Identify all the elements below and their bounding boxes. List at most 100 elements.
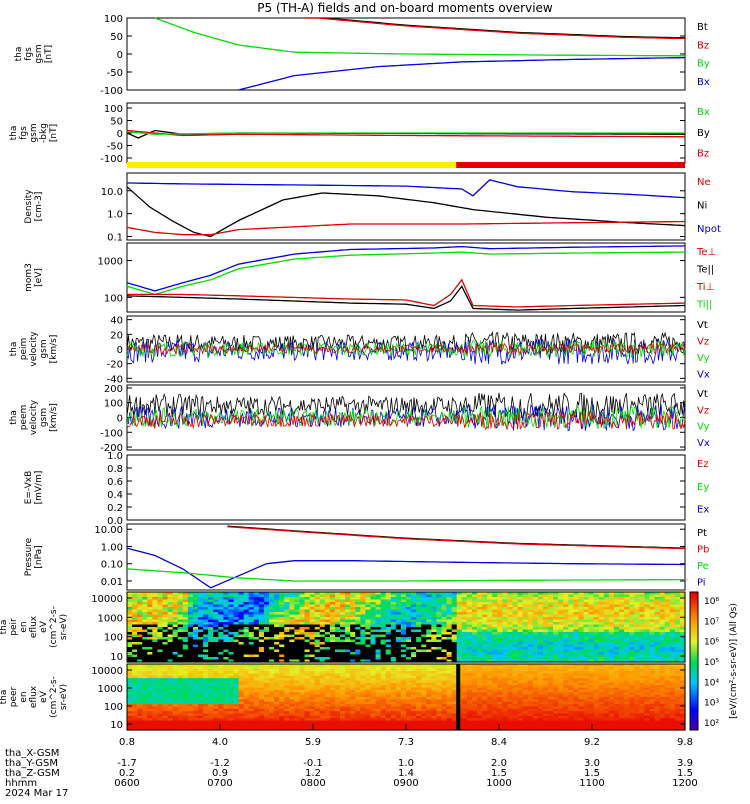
y-axis-label-line: gsm [39, 339, 49, 358]
legend-Bx: Bx [697, 107, 710, 118]
y-tick-label: -50 [107, 142, 123, 153]
legend-By: By [697, 59, 710, 70]
y-axis-label: Density[cm-3] [24, 189, 44, 224]
legend-Pe: Pe [697, 561, 709, 572]
legend-Vx: Vx [697, 370, 710, 381]
y-axis-label-line: sr-eV) [59, 614, 69, 640]
y-tick-label: -100 [100, 86, 123, 97]
y-axis-label-line: peem [19, 405, 29, 431]
y-axis-label-line: velocity [29, 331, 39, 367]
series-Npot [127, 180, 685, 198]
legend-Ey: Ey [697, 482, 709, 493]
y-axis-label-line: Pressure [24, 537, 34, 576]
y-tick-label: 20 [110, 330, 123, 341]
y-axis-label-line: tha [14, 47, 24, 62]
panel-pressure: Pressure[nPa] [24, 524, 685, 590]
panel-density: Density[cm-3] [24, 173, 685, 240]
y-tick-label: 0.2 [107, 503, 123, 514]
series-Ni [127, 187, 685, 237]
legend-Te⊥: Te⊥ [696, 247, 716, 258]
y-axis-label-line: [km/s] [49, 403, 59, 432]
legend-Pb: Pb [697, 545, 709, 556]
y-axis-label-line: peir [9, 618, 19, 636]
y-tick-label: 1000 [98, 613, 123, 624]
panel-frame [127, 173, 685, 240]
legend-Vz: Vz [697, 337, 709, 348]
y-tick-label: 0.1 [107, 232, 123, 243]
y-tick-label: 100 [104, 14, 123, 25]
y-tick-label: 10 [110, 652, 123, 663]
y-tick-label: 1000 [98, 257, 123, 268]
series-Bt [306, 18, 685, 38]
y-tick-label: 100 [104, 399, 123, 410]
y-tick-label: 10.00 [94, 525, 123, 536]
y-tick-label: 0.01 [101, 577, 123, 588]
legend-Ni: Ni [697, 201, 707, 212]
y-tick-label: 100 [104, 104, 123, 115]
y-axis-label-line: tha [9, 126, 19, 141]
y-tick-label: 50 [110, 117, 123, 128]
y-tick-label: 100 [104, 633, 123, 644]
legend-Vt: Vt [697, 389, 708, 400]
y-tick-label: 50 [110, 32, 123, 43]
series-Pb [227, 527, 685, 549]
y-tick-label: 40 [110, 316, 123, 327]
y-tick-label: 0 [117, 345, 123, 356]
legend-Ne: Ne [697, 177, 711, 188]
series-Ne [127, 222, 685, 235]
legend-Ez: Ez [697, 459, 709, 470]
y-tick-label: 200 [104, 384, 123, 395]
y-axis-label-line: velocity [29, 399, 39, 435]
y-tick-label: 0 [117, 50, 123, 61]
y-tick-label: 1.00 [101, 542, 123, 553]
y-axis-label-line: tha [9, 342, 19, 357]
y-axis-label-line: Density [24, 189, 34, 224]
y-axis-label-line: gsm [34, 44, 44, 63]
series-Pi [127, 548, 685, 588]
panel-efield: E=-VxB[mV/m] [24, 455, 685, 520]
y-tick-label: 0.4 [107, 490, 123, 501]
legend-Bz: Bz [697, 40, 709, 51]
y-axis-label-line: [cm-3] [34, 192, 44, 222]
legend-Ti||: Ti|| [696, 299, 712, 310]
y-axis-label: mom3[eV] [24, 263, 44, 292]
y-axis-label-line: tha [9, 410, 19, 425]
y-tick-label: 1.0 [107, 210, 123, 221]
y-tick-label: -100 [100, 428, 123, 439]
legend-Vx: Vx [697, 438, 710, 449]
y-axis-label-line: [eV] [34, 268, 44, 287]
y-axis-label-line: fgs [24, 47, 34, 61]
legend-Pi: Pi [697, 578, 706, 589]
panel-frame [127, 455, 685, 520]
legend-Vz: Vz [697, 405, 709, 416]
legend-Npot: Npot [697, 224, 721, 235]
legend-Te||: Te|| [696, 264, 714, 275]
y-axis-label-line: gsm [29, 123, 39, 142]
series-Te⊥ [127, 280, 685, 307]
y-axis-label-line: [km/s] [49, 335, 59, 364]
series-Pe [127, 569, 685, 581]
y-tick-label: 0 [117, 129, 123, 140]
y-axis-label-line: [nT] [49, 124, 59, 142]
y-axis-label: E=-VxB[mV/m] [24, 471, 44, 505]
legend-Bt: Bt [697, 22, 708, 33]
legend-By: By [697, 128, 710, 139]
y-axis-label-line: [mV/m] [34, 471, 44, 505]
y-tick-label: 10.0 [101, 187, 123, 198]
y-tick-label: 1.0 [107, 451, 123, 462]
legend-Vy: Vy [697, 422, 710, 433]
y-axis-label-line: tha [0, 620, 9, 635]
y-axis-label-line: -bkg [39, 123, 49, 143]
legend-Bz: Bz [697, 149, 709, 160]
y-tick-label: -100 [100, 154, 123, 165]
y-tick-label: -50 [107, 68, 123, 79]
series-Te|| [127, 286, 685, 310]
series-Bx [239, 58, 685, 90]
